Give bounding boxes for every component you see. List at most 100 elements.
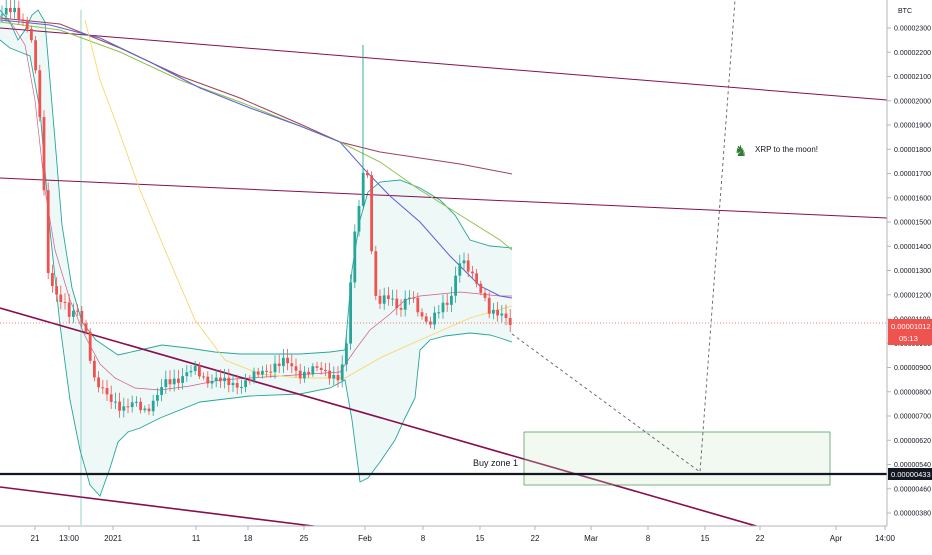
candle-up <box>273 363 277 373</box>
price-tick-label: 0.00001700 <box>894 171 931 178</box>
candle-up <box>231 383 235 386</box>
candle-down <box>479 283 483 293</box>
time-tick-label: 2021 <box>104 534 122 543</box>
upper-trendline <box>0 27 888 101</box>
candle-up <box>450 295 453 305</box>
candle-down <box>265 370 268 372</box>
bollinger-fill <box>0 10 512 496</box>
candle-down <box>105 388 109 395</box>
time-tick-label: 13:00 <box>59 534 80 543</box>
candle-up <box>223 377 226 382</box>
candle-down <box>508 317 512 325</box>
support-price-label: 0.00000433 <box>891 470 931 479</box>
candle-down <box>269 371 273 373</box>
price-tick-label: 0.00001300 <box>894 268 931 275</box>
candle-down <box>387 295 390 299</box>
candle-down <box>374 251 378 296</box>
candle-up <box>357 205 361 232</box>
price-tick-label: 0.00000900 <box>894 365 931 372</box>
candle-down <box>286 357 289 364</box>
candle-down <box>109 394 113 402</box>
candle-down <box>496 309 499 316</box>
candle-down <box>328 370 331 379</box>
candle-up <box>135 401 138 403</box>
candle-up <box>13 7 16 13</box>
candle-up <box>433 312 436 325</box>
countdown-label: 05:13 <box>899 334 918 343</box>
price-tick-label: 0.00000460 <box>894 486 931 493</box>
candle-up <box>181 376 184 383</box>
candle-down <box>424 316 428 322</box>
candle-down <box>126 406 130 408</box>
price-tick-label: 0.00001200 <box>894 292 931 299</box>
candle-up <box>382 295 386 304</box>
candle-up <box>462 260 466 264</box>
time-axis[interactable]: 21 13:00 2021 11 18 25 Feb 8 15 22 Mar 8 15 22 Apr 14:0… <box>0 525 932 550</box>
candle-up <box>345 343 348 365</box>
candle-down <box>277 363 281 366</box>
ma-blue <box>0 19 513 299</box>
candle-up <box>185 372 189 377</box>
candle-down <box>147 408 151 412</box>
candle-down <box>38 70 42 118</box>
quote-currency-label: BTC <box>898 8 912 15</box>
candle-down <box>177 378 180 383</box>
candle-up <box>164 379 168 388</box>
plot-area: Buy zone 1 ♞ XRP to the moon! <box>0 0 888 531</box>
candle-down <box>55 286 58 295</box>
descending-support-trendline <box>0 307 771 531</box>
candle-down <box>475 273 478 284</box>
lower-trendline <box>0 486 346 531</box>
price-axis[interactable]: BTC 0.00002300 0.00002200 0.00002100 0.0000… <box>886 0 932 542</box>
candle-down <box>294 366 298 371</box>
candle-up <box>437 312 441 314</box>
candle-up <box>500 313 504 316</box>
candle-up <box>0 14 4 16</box>
time-tick-label: 14:00 <box>875 534 896 543</box>
candles <box>0 0 887 525</box>
time-tick-label: 8 <box>421 534 426 543</box>
candle-up <box>261 370 264 375</box>
buy-zone-rect <box>523 431 831 486</box>
candle-down <box>76 310 79 312</box>
candle-down <box>471 271 474 274</box>
candle-down <box>378 295 382 304</box>
candle-down <box>227 377 231 386</box>
candle-down <box>336 375 340 381</box>
candle-up <box>311 366 315 375</box>
candle-up <box>332 375 336 379</box>
candle-down <box>59 294 63 302</box>
candle-up <box>151 400 155 412</box>
candle-down <box>315 366 319 368</box>
current-price-label: 0.00001012 <box>891 322 931 331</box>
time-tick-label: Feb <box>358 534 372 543</box>
candle-down <box>219 377 222 382</box>
target-annotation: ♞ XRP to the moon! <box>734 143 818 160</box>
candle-up <box>72 310 75 317</box>
price-tick-label: 0.00000620 <box>894 438 931 445</box>
price-tick-label: 0.00001500 <box>894 220 931 227</box>
candle-up <box>303 371 306 379</box>
candle-up <box>122 406 126 411</box>
candle-down <box>17 7 21 20</box>
candle-down <box>416 297 420 313</box>
price-tick-label: 0.00002200 <box>894 50 931 57</box>
trendlines <box>0 27 888 531</box>
bollinger-basis <box>0 15 512 391</box>
candle-up <box>403 298 407 310</box>
candle-up <box>252 371 256 381</box>
candle-down <box>67 302 71 317</box>
buy-zone-label: Buy zone 1 <box>473 458 518 468</box>
time-tick-label: 21 <box>31 534 40 543</box>
candle-down <box>84 323 88 332</box>
projection-path <box>511 0 736 473</box>
candle-up <box>189 370 193 373</box>
price-tick-label: 0.00001900 <box>894 123 931 130</box>
candle-down <box>445 302 449 305</box>
candle-up <box>214 377 218 381</box>
candle-down <box>63 301 67 303</box>
candle-down <box>399 308 403 310</box>
candle-down <box>34 40 37 71</box>
